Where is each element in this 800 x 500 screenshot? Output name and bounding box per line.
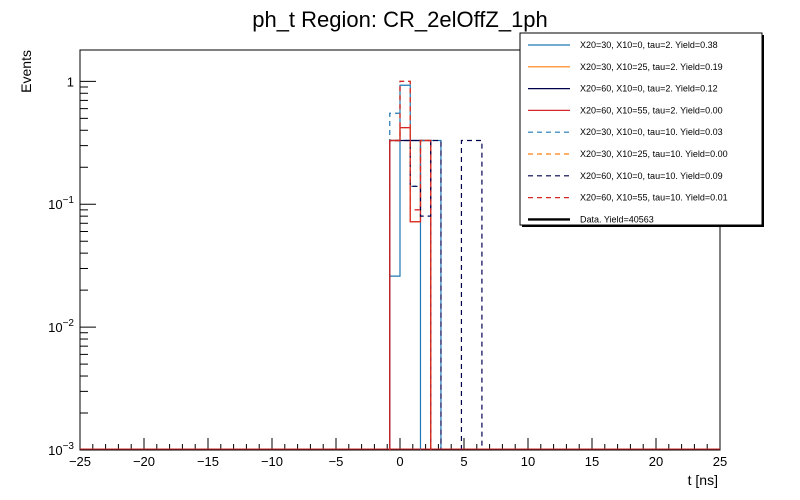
legend: X20=30, X10=0, tau=2. Yield=0.38 X20=30, … — [519, 32, 764, 227]
histogram-series — [80, 80, 720, 450]
y-tick-base: 10 — [48, 197, 62, 212]
legend-box — [519, 32, 763, 226]
x-tick-label: 0 — [396, 454, 403, 469]
x-tick-label: 5 — [460, 454, 467, 469]
x-axis-label: t [ns] — [688, 472, 718, 488]
y-tick-base: 10 — [48, 443, 62, 458]
x-tick-label: 10 — [521, 454, 535, 469]
x-tick-label: −5 — [329, 454, 344, 469]
x-tick-label: −10 — [261, 454, 283, 469]
series-path — [389, 80, 432, 450]
x-tick-label: −20 — [133, 454, 155, 469]
y-tick-exponent: −2 — [63, 318, 75, 329]
x-tick-label: 20 — [649, 454, 663, 469]
legend-label: X20=30, X10=25, tau=2. Yield=0.19 — [580, 62, 723, 72]
legend-label: X20=60, X10=55, tau=10. Yield=0.01 — [580, 193, 728, 203]
series-path — [389, 80, 442, 450]
y-tick-exponent: −3 — [63, 441, 75, 452]
x-tick-label: −25 — [69, 454, 91, 469]
legend-label: X20=30, X10=0, tau=10. Yield=0.03 — [580, 127, 723, 137]
y-tick-exponent: −1 — [63, 195, 75, 206]
y-tick-label: 10−1 — [48, 195, 74, 212]
legend-entries: X20=30, X10=0, tau=2. Yield=0.38 X20=30, … — [528, 40, 728, 224]
legend-label: X20=60, X10=0, tau=10. Yield=0.09 — [580, 171, 723, 181]
x-tick-label: 15 — [585, 454, 599, 469]
x-tick-label: 25 — [713, 454, 727, 469]
x-tick-label: −15 — [197, 454, 219, 469]
chart-title: ph_t Region: CR_2elOffZ_1ph — [252, 7, 548, 32]
y-tick-label: 1 — [67, 74, 74, 89]
legend-label: Data. Yield=40563 — [580, 214, 654, 224]
series-path — [389, 127, 432, 450]
legend-label: X20=30, X10=0, tau=2. Yield=0.38 — [580, 40, 718, 50]
series-path — [389, 139, 483, 450]
legend-label: X20=60, X10=0, tau=2. Yield=0.12 — [580, 84, 718, 94]
y-tick-base: 10 — [48, 320, 62, 335]
legend-label: X20=60, X10=55, tau=2. Yield=0.00 — [580, 105, 723, 115]
y-tick-label: 10−3 — [48, 441, 74, 458]
y-axis-label: Events — [18, 50, 34, 93]
y-tick-label: 10−2 — [48, 318, 74, 335]
legend-label: X20=30, X10=25, tau=10. Yield=0.00 — [580, 149, 728, 159]
